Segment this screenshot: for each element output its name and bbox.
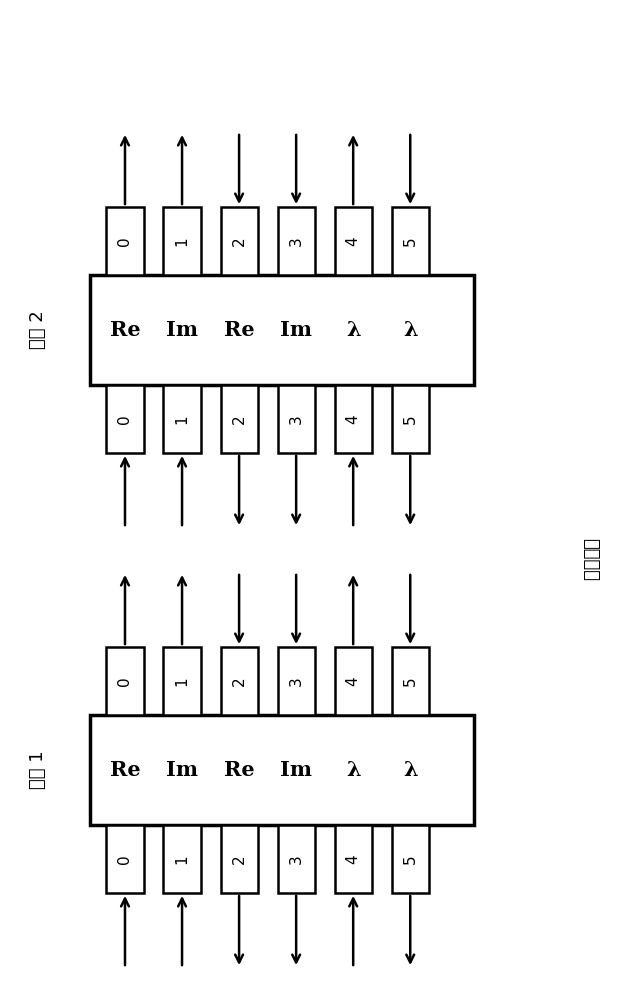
Bar [335,825,372,893]
Text: 1: 1 [174,414,190,424]
Text: 5: 5 [403,676,418,686]
Bar [221,647,258,715]
Text: 2: 2 [231,414,247,424]
Text: Re: Re [110,320,140,340]
Bar [90,275,474,385]
Text: 0: 0 [117,236,133,246]
Text: 0: 0 [117,414,133,424]
Text: λ: λ [403,320,417,340]
Bar [278,825,315,893]
Text: 4: 4 [345,854,361,864]
Bar [106,647,144,715]
Bar [221,825,258,893]
Text: 4: 4 [345,236,361,246]
Bar [163,825,201,893]
Bar [392,647,429,715]
Text: λ: λ [346,760,360,780]
Text: 3: 3 [288,236,304,246]
Text: 3: 3 [288,854,304,864]
Bar [335,647,372,715]
Text: Im: Im [280,760,312,780]
Bar [392,207,429,275]
Text: Im: Im [280,320,312,340]
Bar [278,207,315,275]
Text: 现有技术: 现有技术 [581,538,599,582]
Bar [106,385,144,453]
Bar [392,385,429,453]
Text: Re: Re [110,760,140,780]
Text: 4: 4 [345,676,361,686]
Bar [163,385,201,453]
Text: 2: 2 [231,236,247,246]
Text: λ: λ [346,320,360,340]
Text: 3: 3 [288,414,304,424]
Bar [106,825,144,893]
Bar [90,715,474,825]
Bar [278,385,315,453]
Text: 元件 2: 元件 2 [29,311,47,349]
Text: 5: 5 [403,236,418,246]
Bar [163,207,201,275]
Bar [335,207,372,275]
Text: 0: 0 [117,676,133,686]
Text: 2: 2 [231,676,247,686]
Text: 1: 1 [174,854,190,864]
Text: 1: 1 [174,236,190,246]
Bar [221,207,258,275]
Text: λ: λ [403,760,417,780]
Bar [221,385,258,453]
Text: 0: 0 [117,854,133,864]
Text: 3: 3 [288,676,304,686]
Text: Im: Im [166,760,198,780]
Text: 4: 4 [345,414,361,424]
Bar [335,385,372,453]
Text: 5: 5 [403,414,418,424]
Bar [163,647,201,715]
Text: 1: 1 [174,676,190,686]
Text: 2: 2 [231,854,247,864]
Bar [278,647,315,715]
Bar [392,825,429,893]
Text: 元件 1: 元件 1 [29,751,47,789]
Text: 5: 5 [403,854,418,864]
Text: Im: Im [166,320,198,340]
Text: Re: Re [224,760,254,780]
Bar [106,207,144,275]
Text: Re: Re [224,320,254,340]
